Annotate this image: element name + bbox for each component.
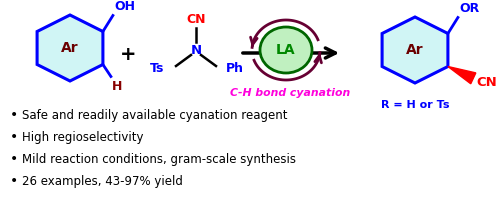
Text: Ts: Ts: [150, 61, 164, 75]
Text: N: N: [190, 43, 202, 57]
Text: Ar: Ar: [406, 43, 424, 57]
Text: •: •: [10, 152, 18, 166]
Text: R = H or Ts: R = H or Ts: [381, 100, 449, 110]
Text: CN: CN: [186, 13, 206, 26]
Polygon shape: [448, 66, 476, 84]
Text: Safe and readily available cyanation reagent: Safe and readily available cyanation rea…: [22, 108, 287, 121]
Text: CN: CN: [476, 76, 497, 89]
Text: •: •: [10, 108, 18, 122]
Text: Ph: Ph: [226, 61, 244, 75]
Text: •: •: [10, 130, 18, 144]
Text: Mild reaction conditions, gram-scale synthesis: Mild reaction conditions, gram-scale syn…: [22, 153, 296, 165]
Polygon shape: [382, 17, 448, 83]
Text: •: •: [10, 174, 18, 188]
Text: +: +: [120, 45, 136, 64]
Text: C-H bond cyanation: C-H bond cyanation: [230, 88, 350, 98]
Text: Ar: Ar: [61, 41, 79, 55]
Text: LA: LA: [276, 43, 296, 57]
Text: OR: OR: [459, 1, 479, 15]
Text: H: H: [112, 80, 122, 93]
Text: 26 examples, 43-97% yield: 26 examples, 43-97% yield: [22, 175, 183, 187]
Ellipse shape: [260, 27, 312, 73]
Text: OH: OH: [114, 0, 135, 13]
Polygon shape: [37, 15, 103, 81]
Text: High regioselectivity: High regioselectivity: [22, 130, 144, 143]
